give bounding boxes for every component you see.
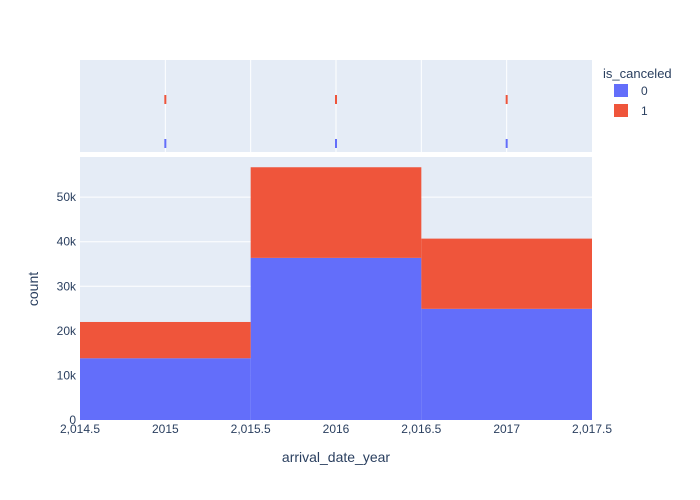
legend-swatch-1 — [614, 104, 628, 117]
x-tick-label: 2,014.5 — [60, 422, 100, 436]
bar-series-1-2015[interactable] — [80, 321, 251, 359]
y-tick-label: 30k — [57, 279, 77, 293]
x-tick-label: 2,016.5 — [401, 422, 441, 436]
bar-series-1-2016[interactable] — [250, 167, 422, 258]
bar-series-0-2017[interactable] — [421, 308, 592, 420]
y-axis-title: count — [25, 272, 41, 306]
legend-label-1: 1 — [641, 104, 648, 118]
y-tick-label: 0 — [69, 413, 76, 427]
bar-series-0-2016[interactable] — [250, 257, 422, 420]
y-tick-label: 40k — [57, 235, 77, 249]
y-tick-label: 20k — [57, 324, 77, 338]
legend-item-1[interactable]: 1 — [614, 104, 648, 118]
y-tick-label: 10k — [57, 368, 77, 382]
legend-title: is_canceled — [603, 66, 672, 81]
legend-item-0[interactable]: 0 — [614, 84, 648, 98]
x-tick-label: 2,015.5 — [231, 422, 271, 436]
x-axis-title: arrival_date_year — [282, 449, 391, 465]
bar-series-1-2017[interactable] — [421, 238, 592, 309]
x-tick-label: 2,017.5 — [572, 422, 612, 436]
x-tick-label: 2015 — [152, 422, 179, 436]
x-tick-label: 2017 — [493, 422, 520, 436]
legend-swatch-0 — [614, 84, 628, 97]
x-tick-label: 2016 — [323, 422, 350, 436]
legend: is_canceled 0 1 — [603, 66, 672, 118]
legend-label-0: 0 — [641, 84, 648, 98]
y-tick-label: 50k — [57, 190, 77, 204]
main-panel — [80, 157, 592, 420]
bar-series-0-2015[interactable] — [80, 358, 251, 420]
rug-panel — [80, 60, 592, 152]
